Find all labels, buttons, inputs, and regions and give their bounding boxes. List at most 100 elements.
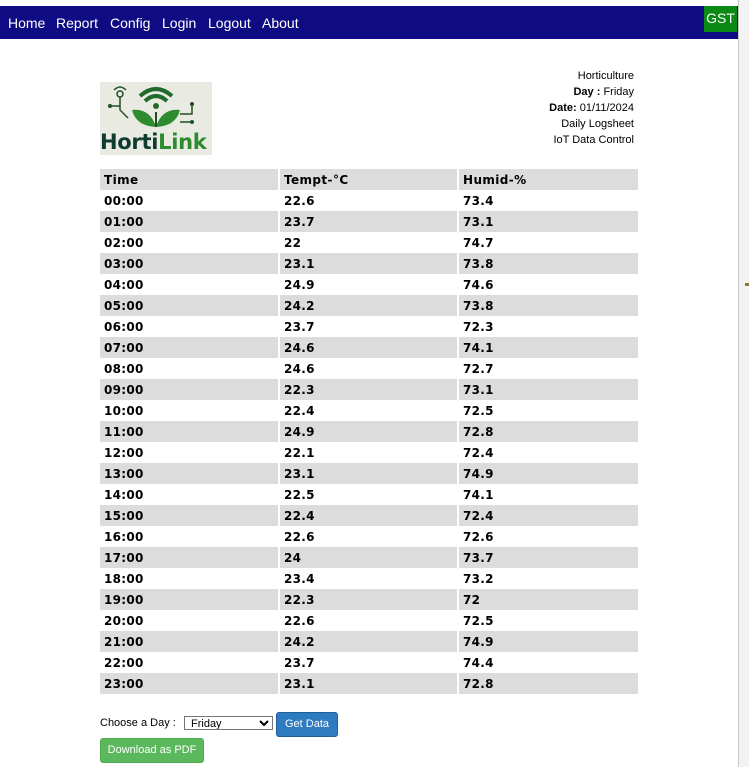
info-iot: IoT Data Control (553, 134, 634, 146)
info-title: Horticulture (577, 70, 634, 82)
table-row: 18:00 23.4 73.2 (100, 568, 638, 589)
cell-humid: 73.1 (458, 379, 638, 400)
table-row: 14:00 22.5 74.1 (100, 484, 638, 505)
cell-time: 17:00 (100, 547, 280, 568)
data-table: Time Tempt-°C Humid-% 00:00 22.6 73.4 01:00… (100, 169, 638, 694)
table-row: 21:00 24.2 74.9 (100, 631, 638, 652)
cell-temp: 22.6 (279, 190, 459, 211)
cell-humid: 74.1 (458, 484, 638, 505)
cell-temp: 24 (279, 547, 459, 568)
hortilink-logo: HortiLink (100, 82, 212, 155)
cell-time: 16:00 (100, 526, 280, 547)
cell-time: 20:00 (100, 610, 280, 631)
cell-temp: 22.5 (279, 484, 459, 505)
table-row: 12:00 22.1 72.4 (100, 442, 638, 463)
cell-temp: 22.4 (279, 505, 459, 526)
cell-time: 07:00 (100, 337, 280, 358)
cell-temp: 23.7 (279, 211, 459, 232)
cell-temp: 22.6 (279, 526, 459, 547)
cell-time: 05:00 (100, 295, 280, 316)
cell-time: 09:00 (100, 379, 280, 400)
table-row: 23:00 23.1 72.8 (100, 673, 638, 694)
cell-temp: 22.3 (279, 379, 459, 400)
cell-temp: 22.1 (279, 442, 459, 463)
cell-humid: 74.9 (458, 631, 638, 652)
cell-temp: 24.6 (279, 358, 459, 379)
cell-humid: 74.1 (458, 337, 638, 358)
cell-temp: 23.7 (279, 652, 459, 673)
cell-temp: 22.6 (279, 610, 459, 631)
cell-time: 13:00 (100, 463, 280, 484)
table-row: 08:00 24.6 72.7 (100, 358, 638, 379)
cell-time: 03:00 (100, 253, 280, 274)
table-row: 06:00 23.7 72.3 (100, 316, 638, 337)
table-row: 13:00 23.1 74.9 (100, 463, 638, 484)
info-day: Day : Friday (573, 86, 634, 98)
nav-about-link[interactable]: About (262, 15, 299, 31)
cell-time: 04:00 (100, 274, 280, 295)
cell-time: 00:00 (100, 190, 280, 211)
table-row: 15:00 22.4 72.4 (100, 505, 638, 526)
cell-temp: 22 (279, 232, 459, 253)
cell-temp: 24.9 (279, 274, 459, 295)
cell-humid: 72.5 (458, 400, 638, 421)
info-logsheet: Daily Logsheet (561, 118, 634, 130)
gst-badge[interactable]: GST (704, 6, 737, 32)
cell-temp: 24.6 (279, 337, 459, 358)
header-humid: Humid-% (458, 169, 638, 190)
cell-time: 02:00 (100, 232, 280, 253)
cell-temp: 24.9 (279, 421, 459, 442)
cell-temp: 22.3 (279, 589, 459, 610)
get-data-button[interactable]: Get Data (276, 712, 338, 737)
cell-time: 22:00 (100, 652, 280, 673)
cell-temp: 23.7 (279, 316, 459, 337)
table-row: 03:00 23.1 73.8 (100, 253, 638, 274)
table-row: 01:00 23.7 73.1 (100, 211, 638, 232)
cell-time: 11:00 (100, 421, 280, 442)
cell-humid: 74.6 (458, 274, 638, 295)
table-row: 22:00 23.7 74.4 (100, 652, 638, 673)
table-row: 07:00 24.6 74.1 (100, 337, 638, 358)
cell-time: 12:00 (100, 442, 280, 463)
cell-time: 10:00 (100, 400, 280, 421)
nav-login-link[interactable]: Login (162, 15, 197, 31)
cell-temp: 23.1 (279, 463, 459, 484)
table-row: 05:00 24.2 73.8 (100, 295, 638, 316)
cell-time: 15:00 (100, 505, 280, 526)
cell-humid: 73.4 (458, 190, 638, 211)
cell-humid: 73.8 (458, 253, 638, 274)
day-select[interactable]: Friday (184, 716, 273, 730)
table-row: 00:00 22.6 73.4 (100, 190, 638, 211)
table-row: 16:00 22.6 72.6 (100, 526, 638, 547)
cell-humid: 72.7 (458, 358, 638, 379)
nav-home-link[interactable]: Home (8, 15, 46, 31)
download-pdf-button[interactable]: Download as PDF (100, 738, 204, 763)
table-row: 10:00 22.4 72.5 (100, 400, 638, 421)
table-header-row: Time Tempt-°C Humid-% (100, 169, 638, 190)
table-row: 11:00 24.9 72.8 (100, 421, 638, 442)
scrollbar[interactable] (738, 0, 749, 767)
cell-humid: 74.4 (458, 652, 638, 673)
leaf-wifi-icon (108, 86, 194, 127)
nav-config-link[interactable]: Config (110, 15, 151, 31)
cell-humid: 72.8 (458, 421, 638, 442)
header-time: Time (100, 169, 280, 190)
scroll-marker (745, 283, 749, 286)
cell-time: 14:00 (100, 484, 280, 505)
cell-time: 06:00 (100, 316, 280, 337)
cell-time: 19:00 (100, 589, 280, 610)
cell-temp: 22.4 (279, 400, 459, 421)
cell-humid: 73.8 (458, 295, 638, 316)
cell-humid: 72 (458, 589, 638, 610)
cell-humid: 72.4 (458, 505, 638, 526)
header-temp: Tempt-°C (279, 169, 459, 190)
table-row: 17:00 24 73.7 (100, 547, 638, 568)
cell-temp: 23.1 (279, 253, 459, 274)
nav-report-link[interactable]: Report (56, 15, 99, 31)
cell-humid: 73.1 (458, 211, 638, 232)
cell-humid: 72.5 (458, 610, 638, 631)
cell-time: 18:00 (100, 568, 280, 589)
cell-time: 08:00 (100, 358, 280, 379)
logo-wordmark: HortiLink (100, 130, 207, 154)
nav-logout-link[interactable]: Logout (208, 15, 251, 31)
